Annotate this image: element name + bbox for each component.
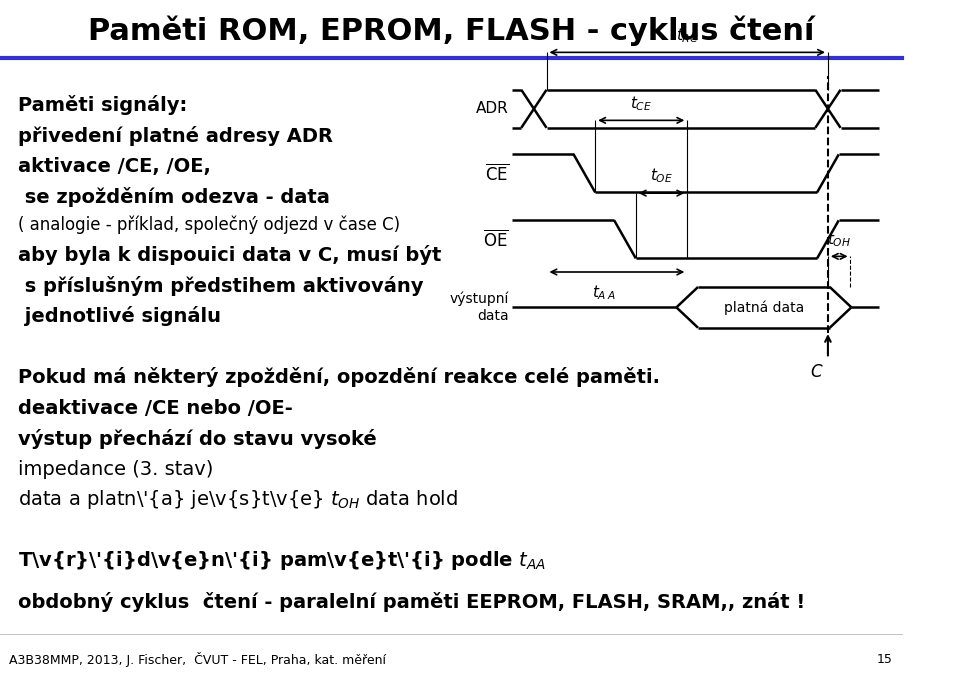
Text: Paměti signály:: Paměti signály: [18, 95, 187, 116]
Text: ( analogie - příklad, společný odjezd v čase C): ( analogie - příklad, společný odjezd v … [18, 215, 400, 234]
Text: aktivace /CE, /OE,: aktivace /CE, /OE, [18, 157, 211, 176]
Text: jednotlivé signálu: jednotlivé signálu [18, 306, 221, 326]
Text: $\overline{\mathrm{CE}}$: $\overline{\mathrm{CE}}$ [485, 163, 509, 184]
Text: s příslušným předstihem aktivovány: s příslušným předstihem aktivovány [18, 275, 423, 296]
Text: $t_{A\,A}$: $t_{A\,A}$ [591, 283, 615, 302]
Text: výstup přechází do stavu vysoké: výstup přechází do stavu vysoké [18, 428, 376, 449]
Text: impedance (3. stav): impedance (3. stav) [18, 460, 213, 479]
Text: $t_{OH}$: $t_{OH}$ [828, 230, 852, 249]
Text: $C$: $C$ [810, 363, 824, 381]
Text: data: data [477, 309, 509, 323]
Text: Pokud má některý zpoždění, opozdění reakce celé paměti.: Pokud má některý zpoždění, opozdění reak… [18, 367, 660, 388]
Text: $t_{RC}$: $t_{RC}$ [676, 26, 699, 45]
Text: deaktivace /CE nebo /OE-: deaktivace /CE nebo /OE- [18, 398, 293, 418]
Text: data a platn\'{a} je\v{s}t\v{e} $t_{OH}$ data hold: data a platn\'{a} je\v{s}t\v{e} $t_{OH}$… [18, 488, 458, 511]
Text: 15: 15 [877, 653, 893, 666]
Text: obdobný cyklus  čtení - paralelní paměti EEPROM, FLASH, SRAM,, znát !: obdobný cyklus čtení - paralelní paměti … [18, 592, 805, 612]
Text: platná data: platná data [724, 300, 804, 315]
Text: A3B38MMP, 2013, J. Fischer,  ČVUT - FEL, Praha, kat. měření: A3B38MMP, 2013, J. Fischer, ČVUT - FEL, … [9, 652, 386, 667]
Text: ADR: ADR [476, 101, 509, 116]
Text: $t_{CE}$: $t_{CE}$ [630, 94, 652, 113]
Text: $\overline{\mathrm{OE}}$: $\overline{\mathrm{OE}}$ [483, 229, 509, 250]
Text: aby byla k dispouici data v C, musí být: aby byla k dispouici data v C, musí být [18, 245, 442, 265]
Text: výstupní: výstupní [449, 291, 509, 306]
Text: se zpožděním odezva - data: se zpožděním odezva - data [18, 187, 330, 207]
Text: přivedení platné adresy ADR: přivedení platné adresy ADR [18, 126, 333, 146]
Text: T\v{r}\'{i}d\v{e}n\'{i} pam\v{e}t\'{i} podle $t_{AA}$: T\v{r}\'{i}d\v{e}n\'{i} pam\v{e}t\'{i} p… [18, 549, 546, 573]
Text: $t_{OE}$: $t_{OE}$ [650, 167, 673, 186]
Text: Paměti ROM, EPROM, FLASH - cyklus čtení: Paměti ROM, EPROM, FLASH - cyklus čtení [87, 16, 814, 46]
